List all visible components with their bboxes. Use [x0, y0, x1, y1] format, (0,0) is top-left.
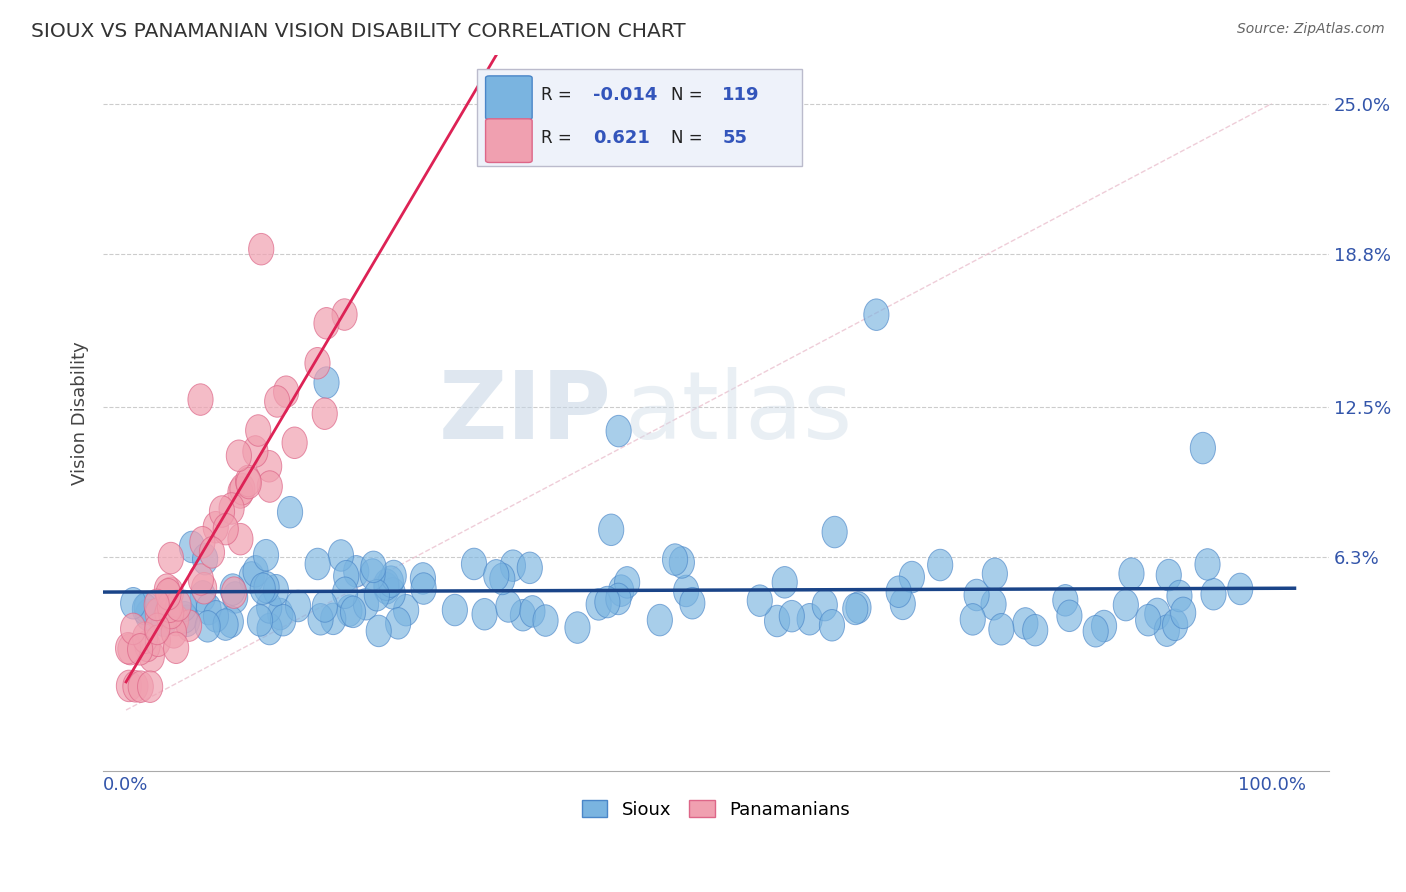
- Text: atlas: atlas: [624, 367, 852, 458]
- FancyBboxPatch shape: [477, 70, 801, 166]
- Text: 119: 119: [723, 87, 759, 104]
- FancyBboxPatch shape: [485, 119, 531, 162]
- FancyBboxPatch shape: [485, 76, 531, 120]
- Text: ZIP: ZIP: [439, 367, 612, 458]
- Text: N =: N =: [671, 87, 702, 104]
- Text: Source: ZipAtlas.com: Source: ZipAtlas.com: [1237, 22, 1385, 37]
- Text: R =: R =: [541, 87, 571, 104]
- Text: R =: R =: [541, 129, 571, 147]
- Legend: Sioux, Panamanians: Sioux, Panamanians: [575, 793, 858, 826]
- Text: SIOUX VS PANAMANIAN VISION DISABILITY CORRELATION CHART: SIOUX VS PANAMANIAN VISION DISABILITY CO…: [31, 22, 686, 41]
- Y-axis label: Vision Disability: Vision Disability: [72, 341, 89, 484]
- Text: -0.014: -0.014: [593, 87, 658, 104]
- Text: 55: 55: [723, 129, 747, 147]
- Text: N =: N =: [671, 129, 702, 147]
- Text: 0.621: 0.621: [593, 129, 651, 147]
